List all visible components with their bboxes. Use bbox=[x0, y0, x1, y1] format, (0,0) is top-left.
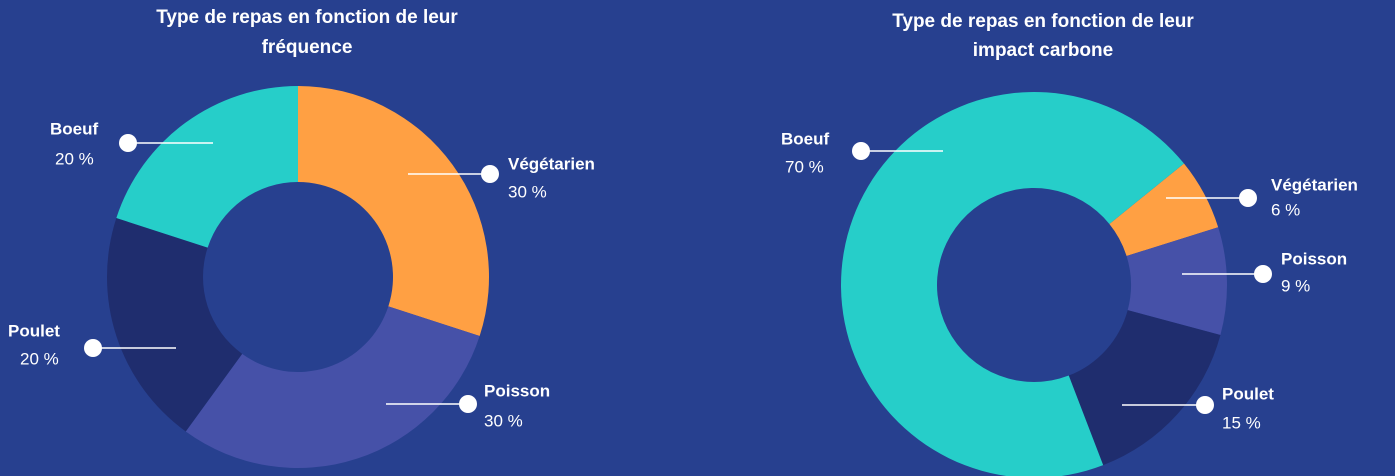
slice-value: 30 % bbox=[484, 411, 523, 430]
chart-title: fréquence bbox=[262, 37, 353, 58]
donut-slice bbox=[185, 306, 480, 468]
slice-name: Poisson bbox=[484, 381, 550, 400]
leader-dot bbox=[1254, 265, 1272, 283]
donut-slice bbox=[116, 86, 298, 248]
chart-title: impact carbone bbox=[973, 40, 1113, 61]
donut-slice bbox=[1109, 163, 1219, 256]
donut-slice bbox=[298, 86, 489, 337]
chart-title: Type de repas en fonction de leur bbox=[156, 7, 458, 28]
slice-value: 30 % bbox=[508, 182, 547, 201]
slice-value: 9 % bbox=[1281, 276, 1310, 295]
leader-dot bbox=[1239, 189, 1257, 207]
slice-name: Poulet bbox=[8, 321, 60, 340]
donut-slice bbox=[1126, 227, 1227, 335]
leader-dot bbox=[459, 395, 477, 413]
slice-name: Végétarien bbox=[1271, 175, 1358, 194]
donut-slice bbox=[841, 92, 1184, 476]
leader-dot bbox=[852, 142, 870, 160]
slice-value: 20 % bbox=[20, 349, 59, 368]
slice-name: Poulet bbox=[1222, 384, 1274, 403]
slice-name: Boeuf bbox=[50, 119, 99, 138]
leader-dot bbox=[1196, 396, 1214, 414]
slice-name: Végétarien bbox=[508, 154, 595, 173]
slice-name: Boeuf bbox=[781, 129, 830, 148]
slice-name: Poisson bbox=[1281, 249, 1347, 268]
donut-slice bbox=[106, 217, 243, 432]
chart-title: Type de repas en fonction de leur bbox=[892, 11, 1194, 32]
slice-value: 15 % bbox=[1222, 413, 1261, 432]
slice-value: 6 % bbox=[1271, 200, 1300, 219]
slice-value: 70 % bbox=[785, 157, 824, 176]
donut-slice bbox=[1068, 310, 1221, 466]
leader-dot bbox=[481, 165, 499, 183]
slice-value: 20 % bbox=[55, 149, 94, 168]
leader-dot bbox=[119, 134, 137, 152]
leader-dot bbox=[84, 339, 102, 357]
